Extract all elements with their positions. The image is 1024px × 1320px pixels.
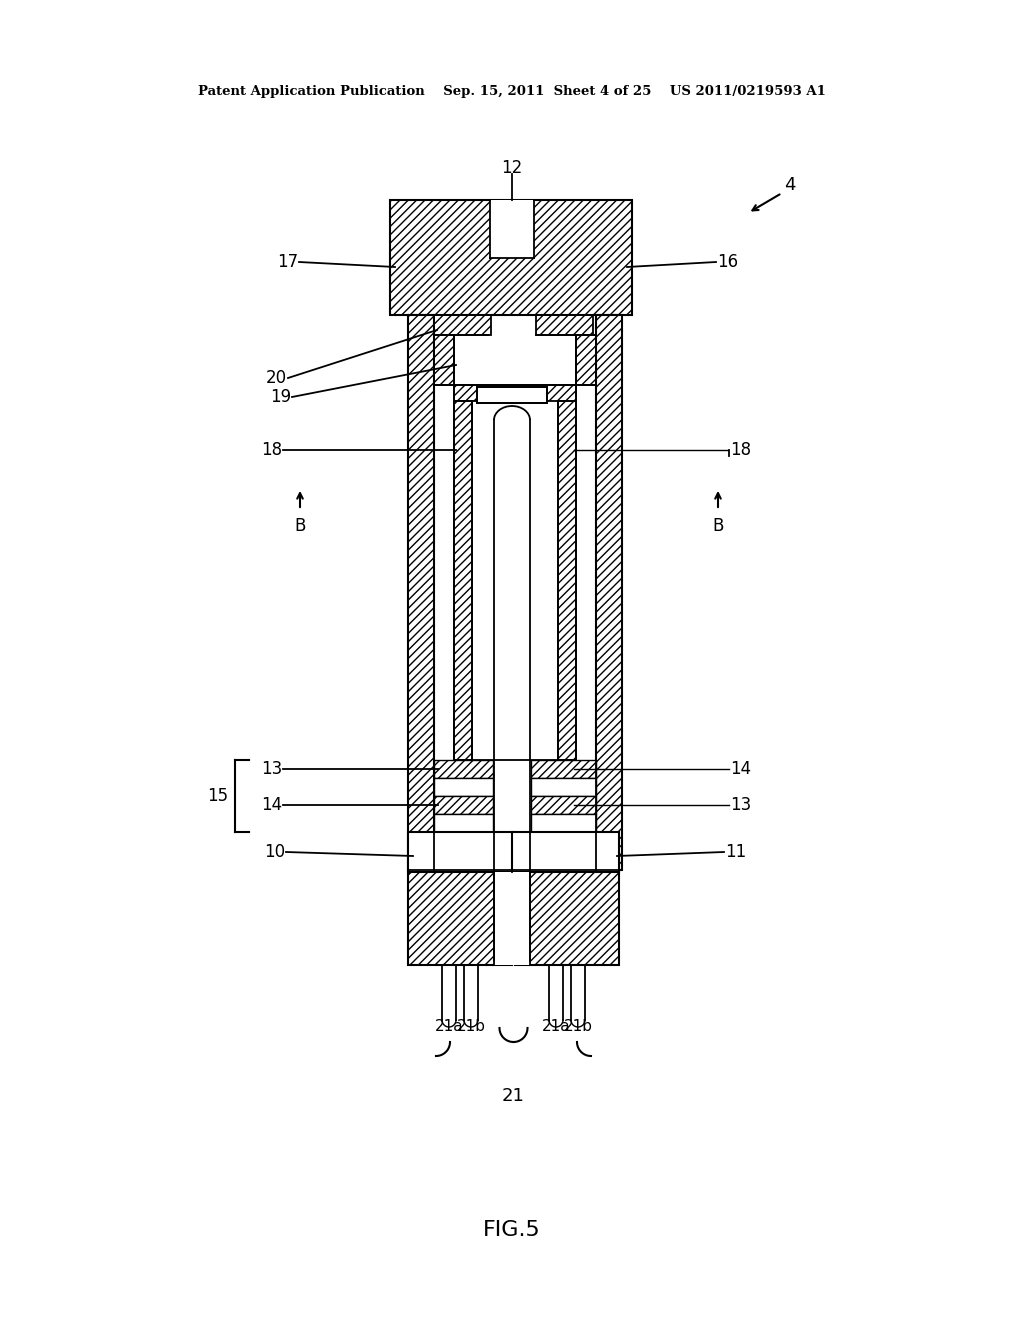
Bar: [536, 315, 593, 335]
Text: 21b: 21b: [563, 1019, 593, 1034]
Bar: [390, 201, 632, 315]
Bar: [434, 760, 493, 777]
Bar: [490, 201, 534, 257]
Text: 21: 21: [502, 1086, 525, 1105]
Bar: [531, 796, 596, 814]
Bar: [434, 814, 493, 832]
Text: 18: 18: [261, 441, 282, 459]
Text: Patent Application Publication    Sep. 15, 2011  Sheet 4 of 25    US 2011/021959: Patent Application Publication Sep. 15, …: [198, 86, 826, 99]
Bar: [434, 777, 493, 796]
Bar: [454, 385, 472, 760]
Text: 16: 16: [717, 253, 738, 271]
Text: 12: 12: [502, 158, 522, 177]
Text: 21a: 21a: [434, 1019, 463, 1034]
Text: 21b: 21b: [457, 1019, 485, 1034]
Bar: [512, 832, 618, 873]
Bar: [434, 796, 493, 814]
Text: 13: 13: [730, 796, 752, 814]
Bar: [434, 315, 490, 335]
Text: B: B: [294, 517, 306, 535]
Text: 14: 14: [261, 796, 282, 814]
Text: B: B: [713, 517, 724, 535]
Bar: [477, 387, 547, 403]
Text: 21a: 21a: [542, 1019, 570, 1034]
Bar: [531, 777, 596, 796]
Text: 18: 18: [730, 441, 752, 459]
Bar: [408, 832, 515, 873]
Text: 4: 4: [784, 176, 796, 194]
Text: 20: 20: [266, 370, 287, 387]
Bar: [408, 315, 434, 870]
Text: FIG.5: FIG.5: [483, 1220, 541, 1239]
Bar: [454, 385, 575, 401]
Bar: [531, 760, 596, 777]
Bar: [596, 315, 622, 870]
Text: 17: 17: [276, 253, 298, 271]
Text: 13: 13: [261, 760, 282, 777]
Text: 19: 19: [270, 388, 291, 407]
Bar: [434, 335, 454, 385]
Text: 15: 15: [207, 787, 228, 805]
Text: 11: 11: [725, 843, 746, 861]
Bar: [515, 873, 618, 965]
Text: 14: 14: [730, 760, 752, 777]
Bar: [408, 873, 512, 965]
Bar: [531, 814, 596, 832]
Text: 10: 10: [264, 843, 285, 861]
Bar: [494, 873, 530, 965]
Bar: [575, 335, 596, 385]
Bar: [558, 385, 575, 760]
